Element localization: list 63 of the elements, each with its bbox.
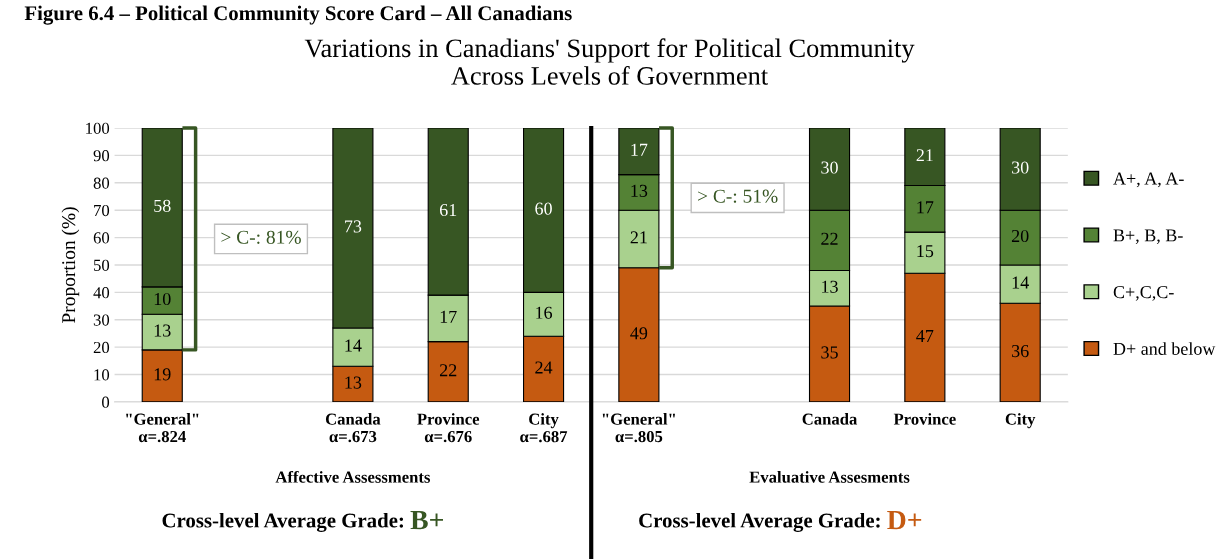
data-label: 22	[821, 232, 838, 245]
text: Evaluative Assesments	[749, 471, 910, 483]
data-label: 30	[1012, 161, 1029, 174]
data-label: 20	[1011, 229, 1029, 243]
annotation: > C-: 51%	[698, 189, 778, 203]
text: Cross-level Average Grade:	[162, 512, 404, 532]
data-label: 30	[821, 161, 838, 174]
data-label: 36	[1012, 345, 1029, 358]
data-label: 17	[631, 143, 648, 156]
data-label: 14	[345, 339, 362, 352]
y-tick-label: 30	[93, 314, 110, 326]
data-label: 17	[440, 310, 457, 323]
y-tick-label: 0	[102, 396, 110, 408]
annotation: > C-: 81%	[221, 230, 301, 244]
data-label: 19	[154, 368, 171, 381]
chart-title: Variations in Canadians' Support for Political Community Across Levels of Government	[304, 38, 915, 85]
x-tick-label: Province α=.676	[417, 413, 480, 443]
x-tick-label: "General" α=.805	[602, 413, 675, 443]
data-label: 21	[916, 149, 933, 162]
text: Cross-level Average Grade:	[639, 512, 880, 532]
y-tick-label: 80	[93, 177, 110, 189]
y-tick-label: 90	[93, 150, 110, 162]
data-label: 24	[535, 361, 553, 374]
data-label: 10	[154, 292, 171, 306]
data-label: 14	[1012, 276, 1029, 289]
legend-label: B+, B, B-	[1113, 229, 1183, 245]
y-tick-label: 10	[94, 369, 110, 381]
data-label: 13	[154, 324, 171, 337]
y-tick-label: 50	[94, 259, 110, 271]
data-label: 13	[345, 376, 362, 389]
y-tick-label: 20	[93, 341, 110, 354]
data-label: 13	[822, 280, 838, 293]
data-label: 58	[154, 199, 171, 212]
x-tick-label: City	[1005, 413, 1036, 429]
data-label: 61	[439, 203, 457, 217]
data-label: 15	[917, 245, 934, 258]
legend-label: A+, A, A-	[1113, 172, 1184, 188]
legend-label: D+ and below	[1113, 342, 1216, 355]
x-tick-label: Province	[893, 413, 956, 425]
legend-label: C+,C,C-	[1113, 286, 1174, 301]
data-label: 73	[345, 220, 362, 233]
data-label: 47	[916, 330, 934, 342]
y-tick-label: 100	[86, 122, 110, 134]
text: D+	[887, 510, 922, 530]
x-tick-label: "General" α=.824	[126, 413, 199, 443]
x-tick-label: City α=.687	[520, 413, 568, 443]
data-label: 16	[536, 306, 553, 319]
data-label: 17	[917, 201, 934, 214]
text: B+	[410, 510, 443, 530]
data-label: 22	[439, 364, 457, 377]
data-label: 35	[821, 346, 838, 359]
caption: Figure 6.4 – Political Community Score Card – All Canadians	[24, 5, 572, 25]
x-tick-label: Canada	[802, 413, 858, 425]
data-label: 13	[631, 184, 648, 197]
x-tick-label: Canada α=.673	[325, 413, 381, 443]
data-label: 60	[535, 202, 552, 215]
y-tick-label: 70	[94, 204, 110, 217]
y-axis-title: Proportion (%)	[61, 207, 80, 323]
data-label: 49	[630, 327, 648, 340]
y-tick-label: 60	[93, 232, 110, 244]
y-tick-label: 40	[93, 287, 110, 299]
data-label: 21	[630, 231, 647, 244]
text: Affective Assessments	[275, 470, 431, 483]
